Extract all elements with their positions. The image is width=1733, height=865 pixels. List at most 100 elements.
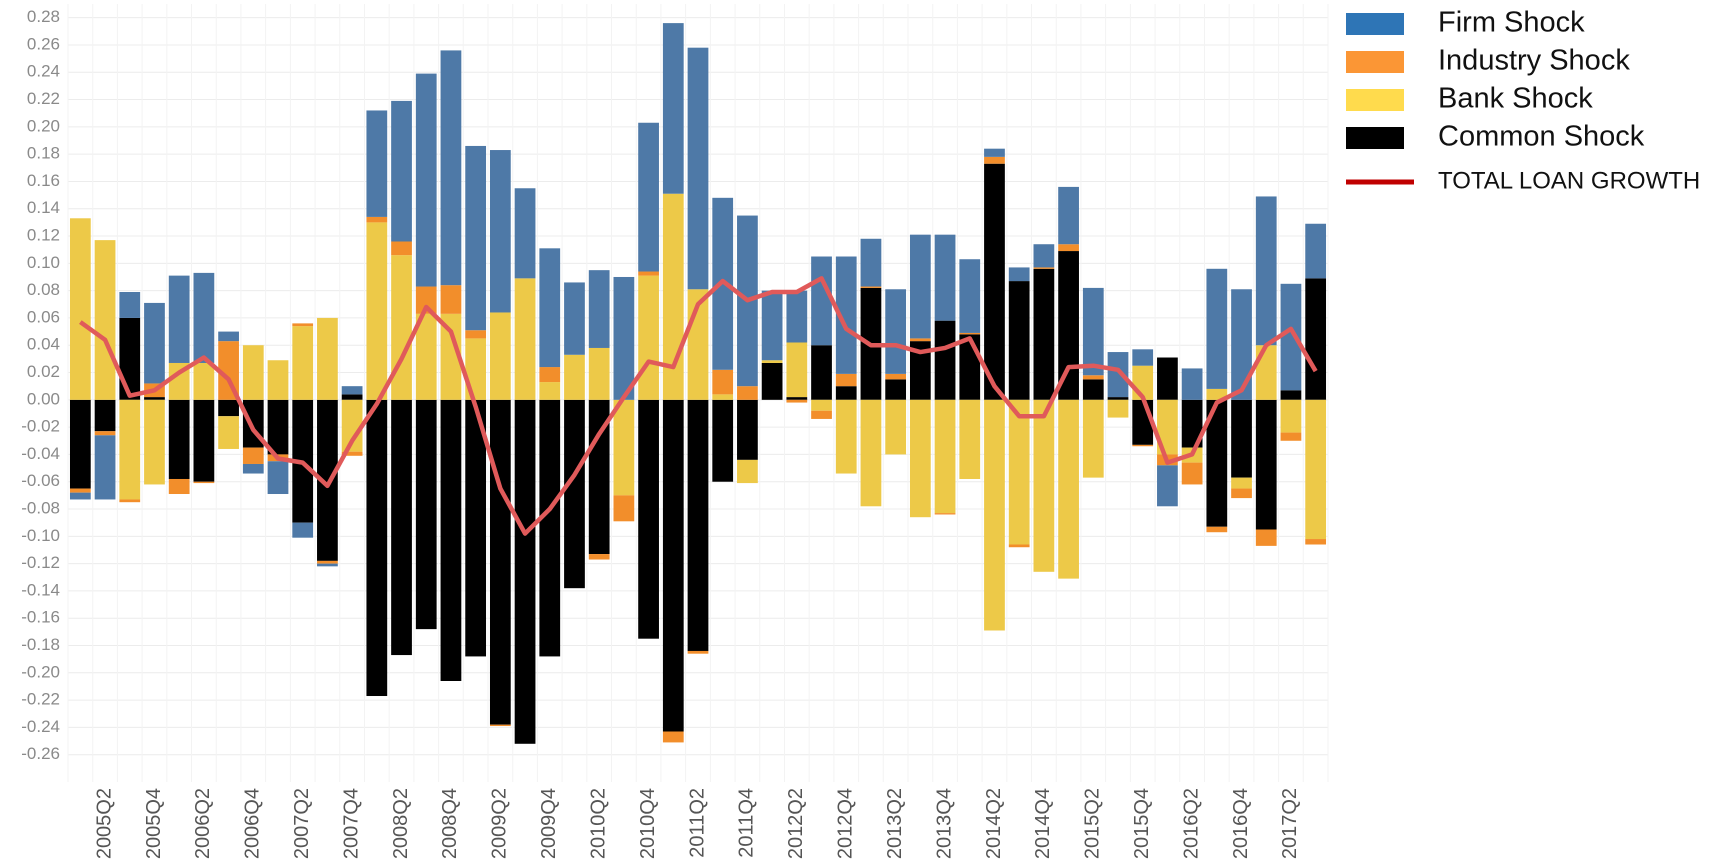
- bar-segment: [391, 399, 412, 656]
- bar-segment: [366, 110, 388, 217]
- bar-segment: [984, 156, 1005, 164]
- bar-segment: [687, 650, 709, 654]
- bar-segment: [885, 289, 907, 374]
- y-tick-label: 0.20: [27, 116, 60, 135]
- bar-segment: [341, 451, 363, 456]
- x-tick-label: 2009Q2: [489, 788, 511, 859]
- bar-segment: [94, 240, 116, 400]
- bar-segment: [885, 373, 907, 380]
- bar-segment: [366, 222, 388, 400]
- x-tick-label: 2008Q4: [439, 788, 461, 859]
- bar-segment: [885, 399, 907, 455]
- x-tick-label: 2016Q2: [1180, 788, 1202, 859]
- bar-segment: [959, 399, 981, 479]
- bar-segment: [786, 397, 808, 400]
- legend-swatch: [1346, 89, 1404, 111]
- x-tick-label: 2006Q2: [192, 788, 214, 859]
- labels: -0.26 -0.24 -0.22 -0.20 -0.18 -0.16 -0.14 -0.12…: [21, 7, 1301, 859]
- x-tick-label: 2011Q4: [736, 788, 758, 858]
- y-tick-label: -0.18: [21, 635, 60, 654]
- bar-segment: [193, 399, 215, 482]
- y-tick-label: 0.10: [27, 253, 60, 272]
- bar-segment: [292, 323, 314, 327]
- bar-segment: [440, 50, 462, 286]
- bar-segment: [218, 416, 239, 449]
- bar-segment: [144, 397, 165, 400]
- bar-segment: [835, 256, 857, 374]
- bar-segment: [440, 313, 462, 400]
- y-tick-label: -0.10: [21, 526, 60, 545]
- bar-segment: [193, 481, 215, 484]
- bar-segment: [662, 23, 684, 194]
- bar-segment: [218, 399, 239, 417]
- bar-segment: [613, 495, 635, 522]
- y-tick-label: 0.26: [27, 34, 60, 53]
- bar-segment: [687, 47, 709, 290]
- bar-segment: [366, 216, 388, 223]
- y-tick-label: -0.04: [21, 444, 60, 463]
- bar-segment: [1033, 268, 1055, 400]
- bar-segment: [1033, 244, 1055, 268]
- bar-segment: [1082, 375, 1104, 380]
- bar-segment: [391, 241, 412, 256]
- bar-segment: [761, 360, 783, 363]
- bar-segment: [1255, 399, 1277, 530]
- bar-segment: [440, 399, 462, 681]
- bar-segment: [934, 234, 956, 321]
- legend-label: Firm Shock: [1438, 7, 1585, 39]
- bar-segment: [984, 163, 1005, 400]
- bar-segment: [613, 276, 635, 400]
- bar-segment: [539, 382, 561, 400]
- bar-segment: [959, 332, 981, 335]
- bar-segment: [1058, 186, 1079, 245]
- bar-segment: [1008, 544, 1030, 548]
- bar-segment: [811, 256, 832, 346]
- y-tick-label: -0.24: [21, 717, 60, 736]
- bar-segment: [440, 285, 462, 314]
- bar-segment: [69, 488, 91, 493]
- legend-label: Industry Shock: [1438, 45, 1630, 77]
- bar-segment: [168, 399, 190, 479]
- bar-segment: [860, 238, 882, 287]
- bar-segment: [588, 554, 610, 560]
- bar-segment: [242, 447, 264, 464]
- bar-segment: [1305, 539, 1327, 545]
- bar-segment: [514, 399, 536, 744]
- x-tick-label: 2007Q2: [291, 788, 313, 859]
- y-tick-label: -0.16: [21, 608, 60, 627]
- line-series: [79, 276, 1318, 536]
- bar-segment: [662, 731, 684, 743]
- y-tick-label: 0.28: [27, 7, 60, 26]
- bar-segment: [786, 342, 808, 398]
- bar-segment: [317, 317, 338, 400]
- bar-segment: [119, 291, 141, 318]
- bar-segment: [564, 399, 585, 589]
- bar-segment: [835, 399, 857, 474]
- y-tick-label: 0.02: [27, 362, 60, 381]
- y-tick-label: -0.02: [21, 417, 60, 436]
- x-tick-label: 2009Q4: [538, 788, 560, 859]
- bar-segment: [588, 270, 610, 348]
- x-tick-label: 2007Q4: [340, 788, 362, 859]
- bar-segment: [909, 399, 931, 518]
- bar-segment: [1033, 399, 1055, 572]
- x-tick-label: 2017Q2: [1279, 788, 1301, 859]
- bar-segment: [1231, 289, 1252, 400]
- bar-segment: [1082, 399, 1104, 478]
- bar-segment: [1181, 462, 1203, 485]
- bar-segment: [489, 724, 511, 727]
- lines: [79, 276, 1318, 536]
- bar-segment: [1008, 281, 1030, 400]
- bar-segment: [662, 399, 684, 732]
- bar-segment: [366, 399, 388, 697]
- bar-segment: [489, 312, 511, 400]
- bar-segment: [1107, 397, 1129, 400]
- bar-segment: [465, 399, 487, 657]
- bar-segment: [1280, 399, 1302, 433]
- bar-segment: [119, 317, 141, 400]
- y-tick-label: 0.16: [27, 171, 60, 190]
- bar-segment: [984, 148, 1005, 157]
- bar-segment: [786, 399, 808, 403]
- bar-segment: [959, 334, 981, 400]
- bar-segment: [1157, 465, 1178, 507]
